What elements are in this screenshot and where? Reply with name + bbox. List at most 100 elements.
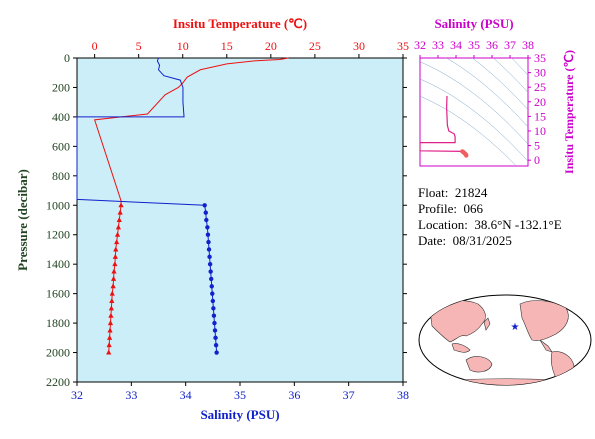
- left-axis-title: Pressure (decibar): [15, 169, 30, 271]
- pressure-tick-label: 800: [52, 169, 70, 183]
- salinity-marker: [214, 350, 219, 355]
- ts-temp-tick-label: 10: [534, 124, 546, 138]
- salinity-marker: [205, 225, 210, 230]
- temp-tick-label: 35: [397, 39, 409, 53]
- ts-density-contours: [420, 0, 528, 166]
- density-contour: [420, 0, 528, 6]
- salinity-marker: [211, 306, 216, 311]
- salinity-marker: [210, 291, 215, 296]
- info-location-label: Location:: [418, 217, 468, 232]
- salinity-marker: [207, 261, 213, 267]
- temperature-marker: [113, 246, 119, 252]
- pressure-tick-label: 400: [52, 110, 70, 124]
- ts-plot-area: [419, 57, 529, 167]
- pressure-tick-label: 0: [64, 51, 70, 65]
- sal-tick-label: 37: [343, 388, 355, 402]
- temperature-marker: [117, 209, 123, 215]
- map-land-australia: [465, 356, 493, 373]
- salinity-marker: [213, 342, 219, 348]
- temperature-marker: [106, 349, 112, 355]
- ts-curve: [420, 95, 469, 158]
- pressure-tick-label: 2000: [46, 346, 70, 360]
- temperature-marker: [106, 342, 112, 348]
- ts-sal-tick-label: 37: [504, 38, 516, 52]
- density-contour: [420, 78, 528, 162]
- ts-right-axis-title: Insitu Temperature (℃): [562, 50, 576, 174]
- pressure-tick-label: 2200: [46, 375, 70, 389]
- info-float: Float: 21824: [418, 185, 487, 201]
- temperature-marker: [118, 202, 124, 208]
- ts-sal-tick-label: 33: [432, 38, 444, 52]
- ts-temp-tick-label: 15: [534, 109, 546, 123]
- salinity-marker: [203, 210, 208, 215]
- density-contour: [445, 58, 528, 128]
- salinity-marker: [211, 313, 217, 318]
- sal-tick-label: 38: [397, 388, 409, 402]
- ts-sal-tick-label: 34: [450, 38, 462, 52]
- temperature-marker: [107, 320, 114, 326]
- sal-tick-label: 35: [234, 388, 246, 402]
- density-contour: [420, 95, 517, 166]
- density-contour: [420, 61, 528, 145]
- map-land-asia: [429, 300, 486, 343]
- info-location: Location: 38.6°N -132.1°E: [418, 217, 562, 233]
- temperature-marker: [112, 253, 118, 259]
- world-map: ★: [418, 294, 592, 386]
- ts-temp-tick-label: 0: [534, 153, 540, 167]
- main-tick-labels: 0 5 10 15 20 25 30 35 32 33 34 35 36 37 38 0 200 400 600 80…: [46, 39, 409, 402]
- salinity-marker: [209, 276, 214, 282]
- ts-top-axis-title: Salinity (PSU): [434, 16, 513, 31]
- pressure-tick-label: 1600: [46, 287, 70, 301]
- info-date-value: 08/31/2025: [452, 233, 512, 248]
- salinity-marker: [210, 298, 216, 304]
- temperature-marker: [109, 298, 115, 303]
- temp-tick-label: 15: [221, 39, 233, 53]
- info-location-value: 38.6°N -132.1°E: [474, 217, 562, 232]
- salinity-marker: [209, 284, 214, 289]
- info-date-label: Date:: [418, 233, 447, 248]
- ts-temp-tick-label: 20: [534, 95, 546, 109]
- salinity-marker: [213, 335, 218, 341]
- temperature-marker: [108, 312, 114, 318]
- info-float-label: Float:: [418, 185, 449, 200]
- temperature-marker: [111, 268, 117, 274]
- salinity-marker: [204, 217, 209, 223]
- main-plot-area: [76, 57, 404, 383]
- pressure-tick-label: 200: [52, 80, 70, 94]
- salinity-marker: [206, 247, 212, 252]
- ts-sal-tick-label: 32: [414, 38, 426, 52]
- map-land-japan: [483, 317, 491, 331]
- temp-tick-label: 0: [92, 39, 98, 53]
- temperature-marker: [115, 224, 122, 230]
- temperature-marker: [110, 275, 117, 281]
- salinity-marker: [205, 232, 211, 237]
- info-profile-value: 066: [463, 201, 484, 216]
- salinity-marker: [202, 203, 207, 208]
- density-contour: [471, 58, 528, 110]
- temp-tick-label: 30: [353, 39, 365, 53]
- pressure-tick-label: 1000: [46, 198, 70, 212]
- temperature-marker: [110, 283, 116, 289]
- pressure-tick-label: 1200: [46, 228, 70, 242]
- ts-sal-tick-label: 35: [468, 38, 480, 52]
- density-contour: [492, 58, 528, 93]
- temperature-marker: [107, 327, 113, 333]
- salinity-marker: [207, 254, 212, 260]
- main-ticks: [73, 54, 407, 386]
- map-land-seasia: [451, 343, 471, 353]
- ts-temp-tick-label: 25: [534, 80, 546, 94]
- sal-tick-label: 32: [71, 388, 83, 402]
- pressure-tick-label: 1400: [46, 257, 70, 271]
- salinity-marker: [212, 320, 217, 326]
- main-profile-markers: [106, 202, 219, 355]
- salinity-marker: [208, 269, 213, 274]
- temperature-marker: [114, 231, 121, 237]
- info-date: Date: 08/31/2025: [418, 233, 512, 249]
- top-axis-title: Insitu Temperature (℃): [173, 16, 307, 31]
- map-land-north-america: [519, 300, 569, 341]
- temperature-marker: [109, 290, 115, 296]
- map-float-location-marker: ★: [511, 322, 520, 333]
- temperature-marker: [112, 261, 118, 267]
